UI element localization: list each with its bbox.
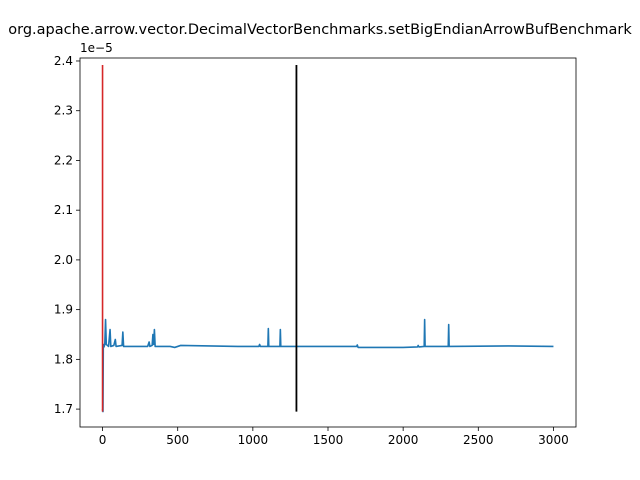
- plot-area: [101, 64, 554, 413]
- y-tick-label: 1.8: [54, 352, 73, 366]
- y-tick-label: 2.0: [54, 253, 73, 267]
- y-tick-label: 2.4: [54, 54, 73, 68]
- y-tick-label: 1.7: [54, 402, 73, 416]
- x-tick-label: 500: [166, 433, 189, 447]
- y-tick-label: 2.3: [54, 104, 73, 118]
- series-line-0: [101, 318, 554, 413]
- y-tick-label: 1.9: [54, 303, 73, 317]
- x-tick-label: 0: [99, 433, 107, 447]
- x-tick-label: 1500: [313, 433, 344, 447]
- x-tick-label: 2500: [463, 433, 494, 447]
- axes: 0 500 1000 1500 2000 2500 3000 1.7 1.8 1.9 2.0 2.1 2…: [54, 54, 577, 447]
- x-tick-label: 3000: [538, 433, 569, 447]
- x-tick-label: 1000: [238, 433, 269, 447]
- y-tick-label: 2.1: [54, 203, 73, 217]
- x-tick-label: 2000: [388, 433, 419, 447]
- y-offset-label: 1e−5: [80, 41, 113, 55]
- chart-title: org.apache.arrow.vector.DecimalVectorBen…: [8, 22, 632, 38]
- y-tick-label: 2.2: [54, 153, 73, 167]
